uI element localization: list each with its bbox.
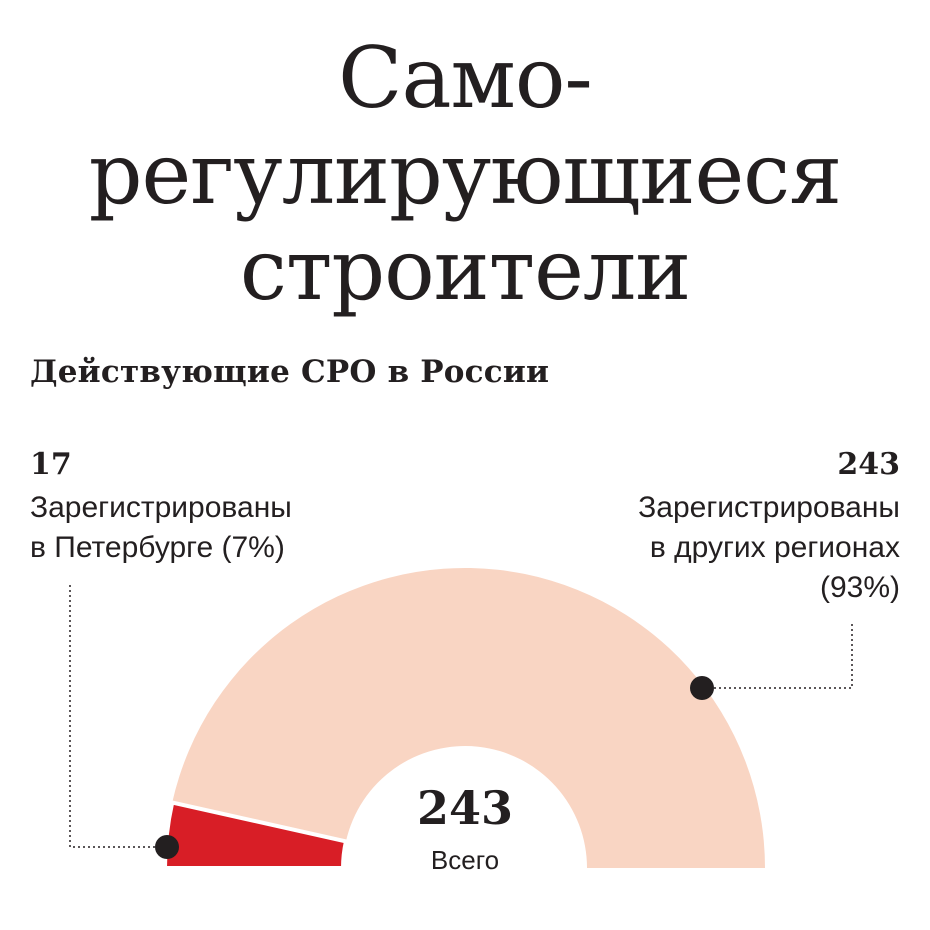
- marker-dot-petersburg: [155, 835, 179, 859]
- total-label: Всего: [430, 845, 500, 875]
- callout-other-regions-line-3: (93%): [819, 571, 900, 604]
- callout-petersburg-value: 17: [30, 447, 72, 482]
- page-title: Само- регулирующиеся строители: [0, 30, 930, 318]
- slice-other-regions: [172, 568, 765, 868]
- chart-subtitle: Действующие СРО в России: [30, 354, 550, 390]
- callout-other-regions-line-1: Зарегистрированы: [638, 491, 900, 524]
- callout-other-regions-line-2: в других регионах: [649, 531, 900, 564]
- total-value: 243: [416, 781, 514, 835]
- leader-line-petersburg: [69, 585, 155, 848]
- chart-total: 243 Всего: [365, 780, 565, 878]
- callout-other-regions: 243 Зарегистрированы в других регионах (…: [638, 446, 900, 608]
- slice-petersburg: [162, 800, 349, 870]
- callout-petersburg-line-2: в Петербурге (7%): [30, 531, 285, 564]
- callout-other-regions-value: 243: [837, 447, 900, 482]
- title-line-2: регулирующиеся: [88, 125, 842, 223]
- callout-petersburg-line-1: Зарегистрированы: [30, 491, 292, 524]
- title-line-1: Само-: [338, 29, 593, 127]
- marker-dot-other-regions: [690, 676, 714, 700]
- title-line-3: строители: [239, 221, 691, 319]
- leader-line-other-regions: [714, 622, 853, 689]
- callout-petersburg: 17 Зарегистрированы в Петербурге (7%): [30, 446, 292, 568]
